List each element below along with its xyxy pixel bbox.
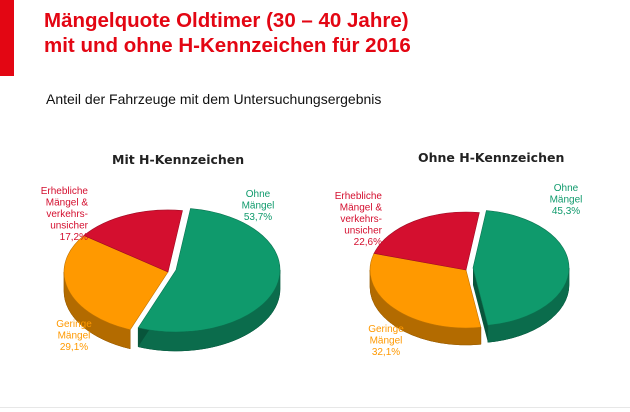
- pie-title-mit-h: Mit H-Kennzeichen: [112, 152, 245, 167]
- slice-label-line: Mängel &: [340, 203, 383, 214]
- slice-label-line: Mängel: [58, 331, 91, 342]
- slice-label-line: 22,6%: [354, 237, 382, 248]
- title-line-2: mit und ohne H-Kennzeichen für 2016: [44, 34, 411, 57]
- slice-label-line: 29,1%: [60, 342, 88, 353]
- slice-label-line: 17,2%: [60, 232, 88, 243]
- slice-label-line: Erhebliche: [335, 191, 383, 202]
- pie-ohne-h: Ohne Mängel 45,3%Geringe Mängel 32,1%Erhebli…: [335, 183, 583, 358]
- slice-label-line: Geringe: [368, 324, 404, 335]
- slice-label-line: Mängel: [242, 201, 275, 212]
- slice-label-line: unsicher: [344, 226, 382, 237]
- slice-label-line: Mängel: [370, 336, 403, 347]
- brand-accent-bar: [0, 0, 14, 76]
- slice-label-line: Mängel &: [46, 198, 89, 209]
- slice-label-line: verkehrs-: [340, 214, 382, 225]
- slice-label-line: 45,3%: [552, 206, 580, 217]
- slice-geringe-maengel: [369, 253, 482, 329]
- slice-ohne-maengel: [472, 210, 570, 326]
- slice-label-geringe-maengel: Geringe Mängel 29,1%: [56, 319, 92, 353]
- slice-label-ohne-maengel: Ohne Mängel 45,3%: [550, 183, 583, 217]
- slice-label-line: 53,7%: [244, 212, 272, 223]
- chart-subtitle: Anteil der Fahrzeuge mit dem Untersuchun…: [46, 91, 382, 107]
- slice-label-line: verkehrs-: [46, 209, 88, 220]
- slice-label-line: Geringe: [56, 319, 92, 330]
- slice-geringe-maengel: [63, 235, 169, 331]
- slice-cut-ohne-maengel: [473, 268, 488, 343]
- page-title: Mängelquote Oldtimer (30 – 40 Jahre) mit…: [44, 8, 411, 58]
- slice-label-line: Ohne: [554, 183, 579, 194]
- slice-erhebliche-maengel: [83, 209, 183, 273]
- slice-label-erhebliche-maengel: Erhebliche Mängel & verkehrs-unsicher 17,2%: [41, 186, 89, 243]
- title-line-1: Mängelquote Oldtimer (30 – 40 Jahre): [44, 9, 409, 32]
- slice-label-ohne-maengel: Ohne Mängel 53,7%: [242, 189, 275, 223]
- pie-title-ohne-h: Ohne H-Kennzeichen: [418, 150, 565, 165]
- slice-label-line: 32,1%: [372, 347, 400, 358]
- slice-ohne-maengel: [137, 208, 281, 333]
- pie-mit-h: Ohne Mängel 53,7%Geringe Mängel 29,1%Erhebli…: [41, 186, 281, 353]
- slice-label-line: Mängel: [550, 195, 583, 206]
- slice-label-line: Erhebliche: [41, 186, 89, 197]
- slice-label-geringe-maengel: Geringe Mängel 32,1%: [368, 324, 404, 358]
- slice-label-line: Ohne: [246, 189, 271, 200]
- slice-erhebliche-maengel: [373, 211, 480, 271]
- slice-label-erhebliche-maengel: Erhebliche Mängel & verkehrs-unsicher 22,6%: [335, 191, 383, 248]
- footer-divider: [0, 407, 630, 408]
- slice-label-line: unsicher: [50, 221, 88, 232]
